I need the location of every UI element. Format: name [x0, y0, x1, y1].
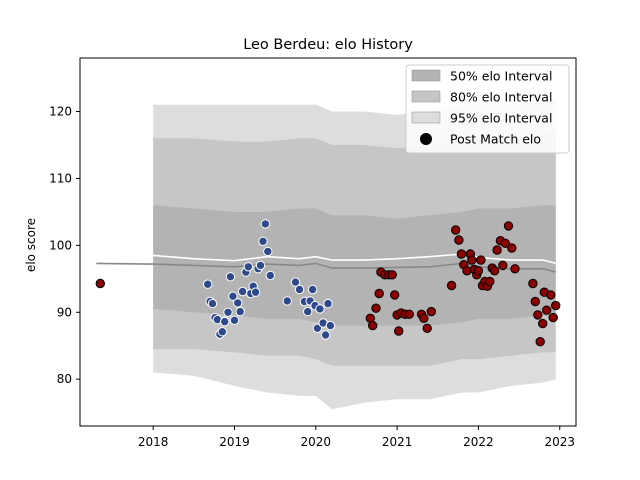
post-match-point — [548, 312, 558, 323]
post-match-point — [263, 246, 273, 257]
post-match-point — [530, 296, 540, 307]
post-match-point — [542, 305, 552, 315]
post-match-point — [223, 307, 233, 317]
post-match-point — [485, 276, 495, 287]
post-match-point — [258, 236, 268, 247]
legend-label: 80% elo Interval — [450, 90, 552, 105]
post-match-point — [315, 304, 325, 314]
post-match-point — [510, 264, 520, 274]
post-match-point — [237, 286, 248, 297]
plot-frame — [79, 57, 577, 427]
post-match-point — [228, 291, 238, 301]
post-match-point — [312, 323, 323, 333]
post-match-point — [303, 306, 313, 317]
post-match-point — [255, 260, 266, 271]
chart-title: Leo Berdeu: elo History — [243, 37, 413, 53]
post-match-point — [233, 298, 243, 308]
y-tick-label: 90 — [57, 305, 72, 319]
x-tick-label: 2019 — [219, 435, 250, 449]
post-match-points — [95, 219, 561, 347]
x-tick-label: 2021 — [382, 435, 413, 449]
post-match-point — [451, 225, 461, 235]
post-match-point — [419, 313, 429, 323]
post-match-point — [394, 326, 404, 336]
post-match-point — [492, 245, 502, 255]
median-line — [96, 251, 556, 265]
y-tick-label: 110 — [49, 171, 72, 185]
post-match-point — [220, 316, 230, 327]
interval-bands — [153, 98, 556, 410]
post-match-point — [476, 255, 486, 265]
post-match-point — [422, 323, 432, 333]
post-match-point — [404, 309, 414, 319]
post-match-point — [551, 300, 561, 311]
post-match-point — [368, 320, 378, 331]
post-match-point — [374, 288, 384, 299]
y-axis-label: elo score — [24, 218, 38, 272]
post-match-point — [390, 290, 400, 300]
post-match-point — [250, 287, 261, 297]
post-match-point — [307, 284, 318, 295]
y-tick-label: 80 — [57, 372, 72, 386]
post-match-point — [387, 270, 397, 280]
post-match-point — [260, 219, 271, 229]
post-match-point — [225, 272, 236, 282]
post-match-point — [454, 235, 464, 245]
post-match-point — [533, 310, 543, 320]
post-match-point — [320, 330, 331, 340]
x-axis-ticks: 2018 2019 2020 2021 2022 2023 — [138, 426, 575, 449]
post-match-point — [290, 277, 301, 287]
post-match-point — [456, 249, 467, 259]
post-match-point — [294, 284, 305, 295]
x-tick-label: 2020 — [301, 435, 332, 449]
post-match-point — [235, 306, 245, 317]
post-match-point — [500, 238, 510, 249]
legend: 50% elo Interval 80% elo Interval 95% elo … — [405, 64, 570, 154]
legend-label: 50% elo Interval — [450, 69, 552, 84]
post-match-point — [426, 306, 436, 317]
legend-swatch — [411, 90, 441, 103]
post-match-point — [473, 266, 484, 276]
legend-label: Post Match elo — [450, 132, 541, 147]
legend-swatch — [411, 69, 441, 82]
y-tick-label: 100 — [49, 238, 72, 252]
post-match-point — [217, 327, 228, 337]
post-match-point — [203, 279, 213, 289]
post-match-point — [446, 280, 457, 291]
post-match-point — [538, 318, 548, 329]
y-axis-ticks: 80 90 100 110 120 — [49, 105, 80, 386]
post-match-point — [207, 298, 218, 309]
post-match-point — [371, 303, 381, 313]
x-tick-label: 2022 — [463, 435, 494, 449]
post-match-point — [490, 266, 500, 276]
x-tick-label: 2018 — [138, 435, 169, 449]
post-match-point — [498, 260, 508, 271]
post-match-point — [528, 278, 538, 289]
post-match-point — [507, 243, 517, 253]
y-tick-label: 120 — [49, 105, 72, 119]
post-match-point — [282, 296, 292, 306]
post-match-point — [325, 320, 336, 331]
post-match-point — [535, 337, 545, 347]
post-match-point — [546, 290, 556, 300]
legend-marker — [420, 133, 432, 145]
post-match-point — [229, 315, 240, 325]
post-match-point — [323, 298, 333, 309]
post-match-point — [95, 278, 106, 289]
post-match-point — [265, 270, 275, 281]
legend-label: 95% elo Interval — [450, 111, 552, 126]
post-match-point — [467, 255, 477, 265]
post-match-point — [243, 262, 254, 272]
legend-swatch — [411, 111, 441, 124]
legend-box — [405, 64, 570, 154]
post-match-point — [503, 221, 514, 231]
x-tick-label: 2023 — [544, 435, 575, 449]
